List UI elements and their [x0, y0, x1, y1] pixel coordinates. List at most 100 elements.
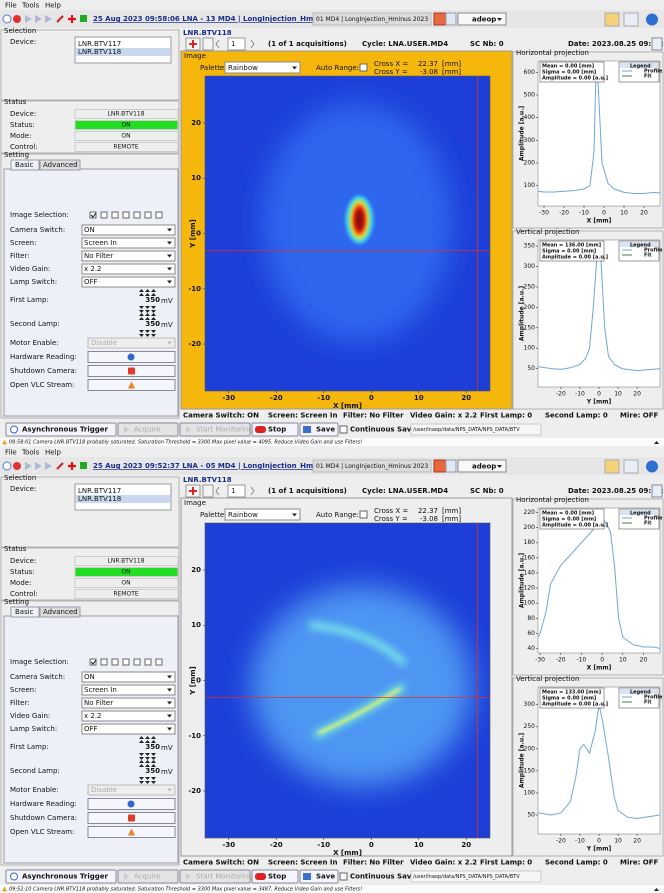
- action-button-label[interactable]: Acquire: [134, 426, 160, 434]
- toolbar-button[interactable]: [605, 460, 619, 473]
- device-item[interactable]: LNR.BTV117: [78, 487, 121, 495]
- menu-item[interactable]: File: [5, 449, 17, 457]
- continuous-checkbox[interactable]: [340, 426, 347, 433]
- toolbar-button[interactable]: [624, 13, 638, 26]
- status-value: LNR.BTV118: [107, 558, 144, 565]
- device-item[interactable]: LNR.BTV118: [78, 495, 121, 503]
- action-button-label[interactable]: Asynchronous Trigger: [22, 873, 109, 881]
- image-checkbox[interactable]: [101, 212, 107, 218]
- x-tick-label: -30: [535, 657, 545, 664]
- button-icon: [128, 354, 135, 361]
- cross-unit: [mm]: [442, 507, 461, 515]
- nav-button[interactable]: [203, 485, 213, 497]
- setting-tab-label[interactable]: Advanced: [43, 608, 78, 616]
- image-checkbox[interactable]: [123, 212, 129, 218]
- y-tick-label: 600: [524, 69, 536, 76]
- page-number: 1: [231, 487, 235, 495]
- action-button-label[interactable]: Asynchronous Trigger: [22, 426, 109, 434]
- image-checkbox[interactable]: [145, 659, 151, 665]
- active-tab[interactable]: 25 Aug 2023 09:52:37 LNA - 05 MD4 | Long…: [93, 462, 341, 471]
- setting-label: Shutdown Camera:: [10, 814, 77, 822]
- action-button-label[interactable]: Stop: [268, 426, 286, 434]
- setting-tab-label[interactable]: Advanced: [43, 161, 78, 169]
- y-tick-label: 200: [524, 524, 536, 531]
- image-checkbox[interactable]: [156, 659, 162, 665]
- image-checkbox[interactable]: [123, 659, 129, 665]
- action-button-label[interactable]: Save: [316, 426, 335, 434]
- cycle: Cycle: LNA.USER.MD4: [362, 40, 448, 48]
- palette-label: Palette:: [200, 511, 227, 519]
- x-tick-label: -10: [579, 210, 589, 217]
- image-checkbox[interactable]: [145, 212, 151, 218]
- action-button-label[interactable]: Start Monitoring: [196, 873, 253, 881]
- date-icon[interactable]: [652, 485, 662, 497]
- status-value: ON: [121, 580, 130, 587]
- device-item[interactable]: LNR.BTV117: [78, 40, 121, 48]
- active-tab[interactable]: 25 Aug 2023 09:58:06 LNA - 13 MD4 | Long…: [93, 15, 341, 24]
- auto-range-checkbox[interactable]: [360, 64, 367, 71]
- toolbar-icon[interactable]: [3, 15, 11, 23]
- toolbar-button[interactable]: [646, 14, 658, 26]
- action-button-label[interactable]: Stop: [268, 873, 286, 881]
- auto-range-checkbox[interactable]: [360, 511, 367, 518]
- setting-tab-label[interactable]: Basic: [15, 161, 34, 169]
- nav-button[interactable]: [203, 38, 213, 50]
- setting-tab-label[interactable]: Basic: [15, 608, 34, 616]
- image-checkbox[interactable]: [156, 212, 162, 218]
- toolbar-icon[interactable]: [13, 15, 21, 23]
- menu-item[interactable]: Help: [45, 449, 62, 457]
- plot-area: [538, 240, 660, 387]
- y-axis-label: Amplitude [a.u.]: [519, 553, 526, 609]
- status-line-item: Video Gain: x 2.2: [410, 412, 477, 420]
- image-checkbox[interactable]: [112, 659, 118, 665]
- inactive-tab-label[interactable]: 01 MD4 | LongInjection_Hminus 2023: [316, 16, 428, 23]
- setting-combo-value: No Filter: [84, 699, 113, 707]
- x-tick-label: 10: [614, 391, 622, 398]
- toolbar-button[interactable]: [624, 460, 638, 473]
- device-item[interactable]: LNR.BTV118: [78, 48, 121, 56]
- toolbar-icon[interactable]: [3, 462, 11, 470]
- inactive-tab-label[interactable]: 01 MD4 | LongInjection_Hminus 2023: [316, 463, 428, 470]
- menu-item[interactable]: Tools: [21, 2, 40, 10]
- y-tick-label: 100: [524, 182, 536, 189]
- y-tick-label: 300: [524, 701, 536, 708]
- toolbar-icon[interactable]: [80, 462, 87, 469]
- user-name[interactable]: adeop: [472, 16, 496, 24]
- toolbar-icon[interactable]: [80, 15, 87, 22]
- menu-item[interactable]: File: [5, 2, 17, 10]
- toolbar-button[interactable]: [646, 461, 658, 473]
- menu-item[interactable]: Help: [45, 2, 62, 10]
- selection-panel-title: Selection: [4, 27, 36, 35]
- toolbar-icon[interactable]: [13, 462, 21, 470]
- toolbar-button[interactable]: [446, 460, 456, 472]
- action-button-label[interactable]: Save: [316, 873, 335, 881]
- image-checkbox[interactable]: [134, 659, 140, 665]
- toolbar-button[interactable]: [446, 13, 456, 25]
- image-checkbox[interactable]: [101, 659, 107, 665]
- action-button-label[interactable]: Start Monitoring: [196, 426, 253, 434]
- status-line-item: Second Lamp: 0: [545, 859, 608, 867]
- date-icon[interactable]: [652, 38, 662, 50]
- x-tick-label: 20: [633, 391, 641, 398]
- setting-label: Motor Enable:: [10, 786, 59, 794]
- menu-item[interactable]: Tools: [21, 449, 40, 457]
- message: 09:58:01 Camera LNR.BTV118 probably satu…: [9, 440, 362, 446]
- auto-range-label: Auto Range:: [316, 64, 359, 72]
- toolbar-button[interactable]: [434, 13, 446, 25]
- status-line-item: Filter: No Filter: [343, 412, 404, 420]
- toolbar-button[interactable]: [605, 13, 619, 26]
- setting-combo[interactable]: [82, 672, 175, 682]
- setting-combo-value: x 2.2: [84, 712, 102, 720]
- continuous-checkbox[interactable]: [340, 873, 347, 880]
- image-checkbox[interactable]: [112, 212, 118, 218]
- action-button-label[interactable]: Acquire: [134, 873, 160, 881]
- palette-value: Rainbow: [228, 511, 258, 519]
- y-tick-label: -10: [188, 732, 201, 740]
- image-checkbox[interactable]: [134, 212, 140, 218]
- cycle: Cycle: LNA.USER.MD4: [362, 487, 448, 495]
- toolbar-button[interactable]: [434, 460, 446, 472]
- user-name[interactable]: adeop: [472, 463, 496, 471]
- setting-combo-value: Screen In: [84, 239, 117, 247]
- x-tick-label: -10: [317, 841, 330, 849]
- setting-combo[interactable]: [82, 225, 175, 235]
